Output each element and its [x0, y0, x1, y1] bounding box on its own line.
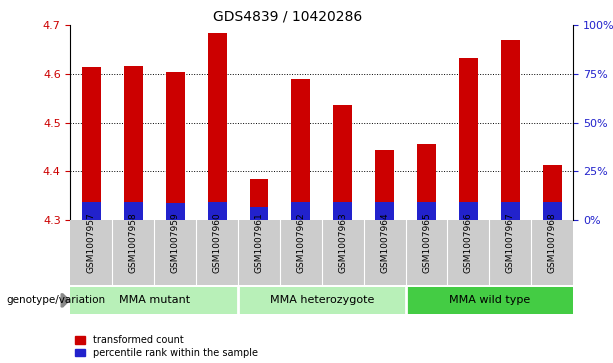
Legend: transformed count, percentile rank within the sample: transformed count, percentile rank withi…: [75, 335, 258, 358]
Bar: [82, 67, 101, 220]
Bar: [501, 40, 520, 220]
Text: GDS4839 / 10420286: GDS4839 / 10420286: [213, 9, 363, 23]
Bar: [459, 202, 478, 220]
Bar: [82, 202, 101, 220]
Bar: [208, 202, 227, 220]
Bar: [291, 79, 310, 220]
Bar: [406, 287, 573, 314]
Bar: [124, 66, 143, 220]
Text: MMA wild type: MMA wild type: [449, 295, 530, 305]
Bar: [543, 165, 562, 220]
Bar: [70, 287, 238, 314]
Bar: [249, 208, 268, 220]
Bar: [238, 287, 406, 314]
Bar: [249, 179, 268, 220]
Text: genotype/variation: genotype/variation: [6, 295, 105, 305]
Bar: [375, 150, 394, 220]
FancyArrow shape: [61, 294, 69, 307]
Bar: [291, 202, 310, 220]
Bar: [459, 58, 478, 220]
Bar: [543, 202, 562, 220]
Bar: [124, 202, 143, 220]
Bar: [166, 203, 185, 220]
Text: MMA mutant: MMA mutant: [119, 295, 190, 305]
Bar: [333, 202, 352, 220]
Bar: [417, 144, 436, 220]
Bar: [375, 202, 394, 220]
Bar: [208, 33, 227, 220]
Bar: [501, 202, 520, 220]
Text: MMA heterozygote: MMA heterozygote: [270, 295, 374, 305]
Bar: [333, 105, 352, 220]
Bar: [166, 72, 185, 220]
Bar: [417, 202, 436, 220]
